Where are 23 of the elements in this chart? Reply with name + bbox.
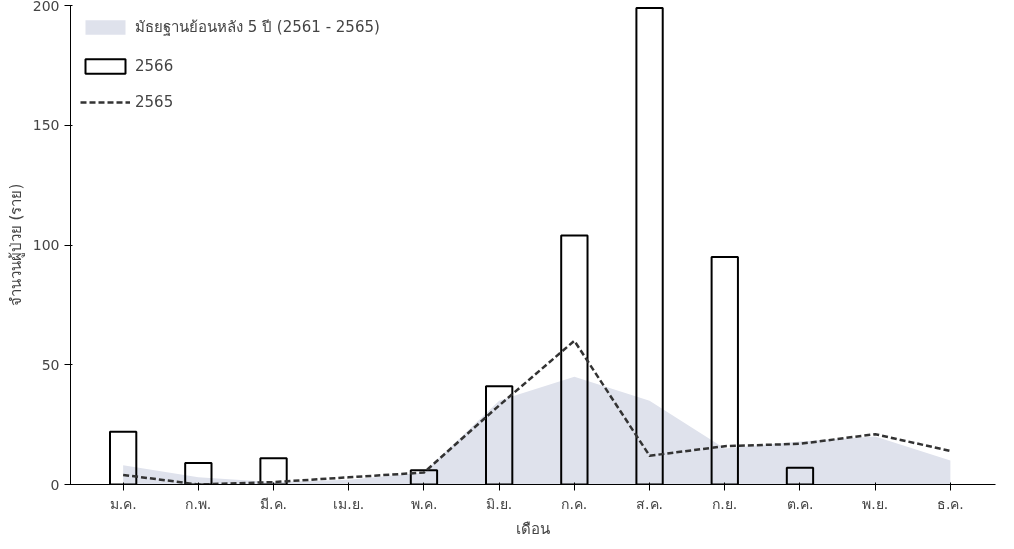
y-tick-label: 150 xyxy=(32,117,60,134)
x-tick-label: มี.ค. xyxy=(260,495,287,512)
x-tick-label: ส.ค. xyxy=(636,495,664,512)
y-axis-title: จำนวนผู้ป่วย (ราย) xyxy=(6,183,25,307)
x-tick-label: เม.ย. xyxy=(333,495,365,512)
x-tick-label: พ.ย. xyxy=(862,495,889,512)
x-tick-label: ต.ค. xyxy=(786,495,814,512)
legend-label: 2566 xyxy=(135,57,174,75)
y-tick-label: 100 xyxy=(32,237,60,253)
x-tick-label: ก.ค. xyxy=(561,495,588,512)
y-tick-label: 0 xyxy=(50,476,60,493)
x-tick-label: พ.ค. xyxy=(410,495,438,512)
x-tick-label: ธ.ค. xyxy=(936,495,964,512)
legend-label: 2565 xyxy=(135,93,174,111)
x-tick-label: ก.พ. xyxy=(185,495,212,512)
y-tick-label: 200 xyxy=(32,0,60,14)
y-tick-label: 50 xyxy=(41,356,60,373)
x-tick-label: ก.ย. xyxy=(712,495,738,512)
x-axis-title: เดือน xyxy=(516,519,550,538)
legend-label: มัธยฐานย้อนหลัง 5 ปี (2561 - 2565) xyxy=(135,17,380,38)
x-tick-label: มิ.ย. xyxy=(486,495,513,512)
x-tick-label: ม.ค. xyxy=(109,495,137,512)
line-series xyxy=(121,339,952,485)
